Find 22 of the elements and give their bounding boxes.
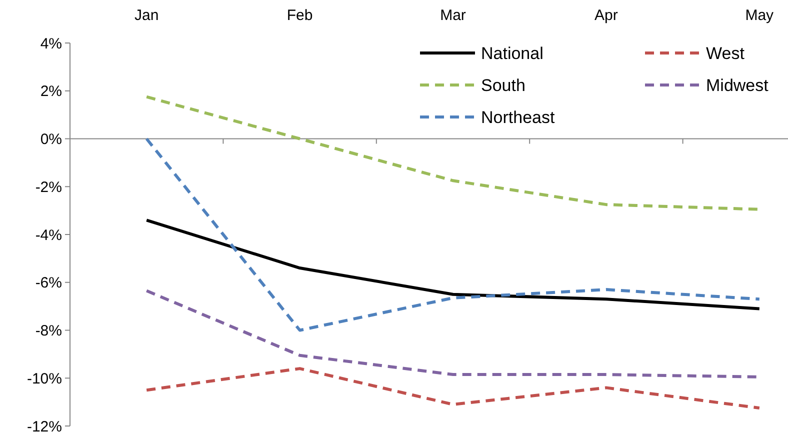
legend-label: Northeast xyxy=(481,108,555,127)
y-tick-label: 4% xyxy=(40,35,62,52)
legend-label: National xyxy=(481,44,544,63)
legend-label: Midwest xyxy=(706,76,769,95)
y-tick-label: 0% xyxy=(40,131,62,148)
legend-label: South xyxy=(481,76,526,95)
x-tick-label: Feb xyxy=(286,7,313,24)
x-tick-label: Apr xyxy=(594,7,618,24)
y-tick-label: -2% xyxy=(35,178,62,196)
x-tick-label: May xyxy=(745,7,774,24)
legend-label: West xyxy=(706,44,745,63)
line-series xyxy=(145,367,761,410)
x-tick-label: Mar xyxy=(440,7,466,24)
y-tick-label: -10% xyxy=(26,370,62,388)
y-tick-label: -6% xyxy=(35,274,62,292)
y-tick-label: 2% xyxy=(40,83,62,100)
line-series xyxy=(145,218,761,310)
line-series xyxy=(145,137,761,332)
x-tick-label: Jan xyxy=(134,7,159,24)
y-tick-label: -12% xyxy=(26,418,62,436)
y-tick-label: -4% xyxy=(35,226,62,244)
y-tick-label: -8% xyxy=(35,322,62,340)
